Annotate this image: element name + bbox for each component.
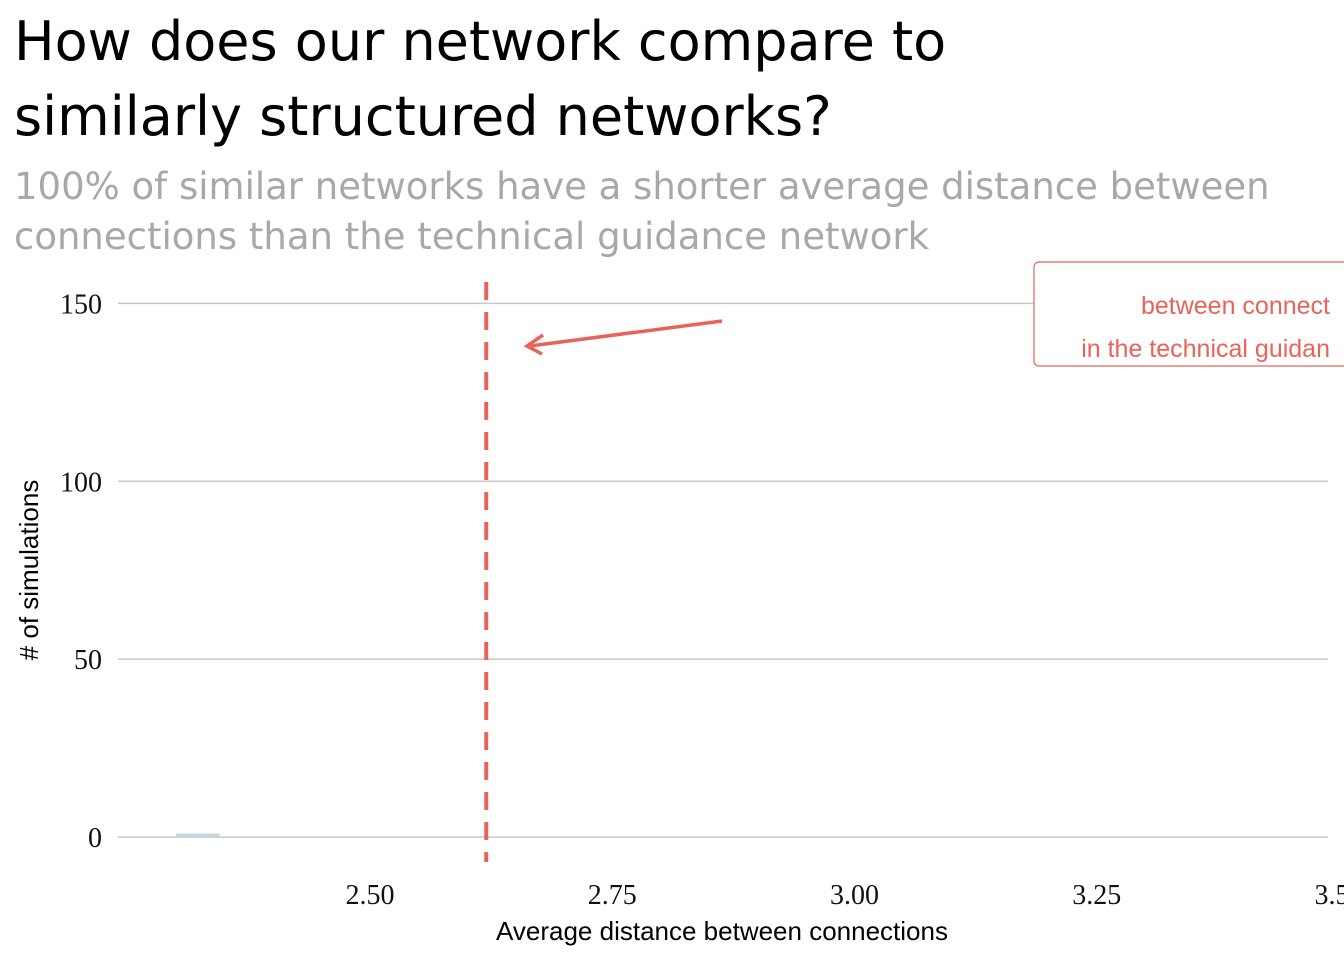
y-tick-label: 150 [60, 289, 102, 320]
x-axis-title: Average distance between connections [496, 916, 948, 946]
x-tick-label: 2.50 [345, 880, 394, 911]
annotation-text: between connect [1141, 292, 1330, 320]
annotation: between connect in the technical guidan [1081, 292, 1330, 363]
x-tick-label: 3.50 [1315, 880, 1344, 911]
x-tick-label: 3.00 [830, 880, 879, 911]
grid: 0 50 100 150 2.50 2.75 3.00 3.25 3.50 [60, 289, 1344, 911]
y-tick-label: 0 [88, 823, 102, 854]
chart-subtitle: connections than the technical guidance … [14, 215, 930, 258]
annotation-arrow [523, 319, 723, 356]
annotation-box [1033, 261, 1344, 367]
marks [176, 282, 489, 862]
chart-subtitle: 100% of similar networks have a shorter … [14, 165, 1270, 208]
chart-title: How does our network compare to [14, 10, 946, 73]
annotation-text: in the technical guidan [1081, 335, 1330, 363]
x-tick-label: 2.75 [588, 880, 637, 911]
y-tick-label: 100 [60, 467, 102, 498]
y-tick-label: 50 [74, 645, 102, 676]
y-axis-title: # of simulations [14, 480, 44, 661]
bar [176, 833, 220, 838]
x-tick-label: 3.25 [1072, 880, 1121, 911]
chart-title: similarly structured networks? [14, 85, 832, 148]
